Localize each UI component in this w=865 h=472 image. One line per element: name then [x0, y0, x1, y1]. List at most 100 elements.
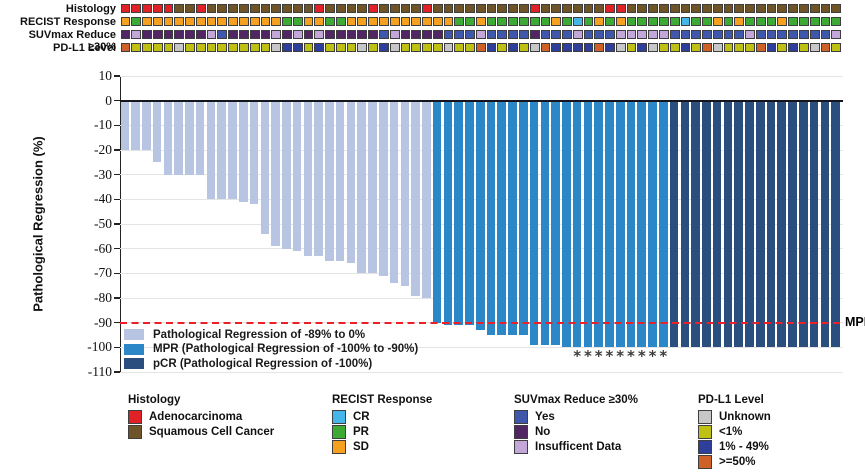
- track-histology-cell: [626, 3, 637, 14]
- legend-group-recist: RECIST Response CR PR SD: [332, 394, 432, 455]
- track-recist-cell: [594, 16, 605, 27]
- waterfall-bar: [432, 100, 442, 323]
- track-histology-cell: [702, 3, 712, 14]
- legend-item: Adenocarcinoma: [128, 410, 274, 425]
- track-suvmax-cell: [702, 29, 712, 40]
- track-recist-cell: [303, 16, 314, 27]
- track-recist-cell: [508, 16, 519, 27]
- waterfall-bar: [615, 100, 625, 348]
- track-histology-cell: [454, 3, 465, 14]
- track-histology-cell: [615, 3, 626, 14]
- track-suvmax-cell: [152, 29, 163, 40]
- track-suvmax-cell: [303, 29, 314, 40]
- track-histology-cell: [562, 3, 572, 14]
- track-suvmax-cell: [562, 29, 572, 40]
- track-histology-cell: [680, 3, 691, 14]
- asterisk-marker: *: [594, 347, 603, 365]
- track-suvmax-cell: [292, 29, 303, 40]
- track-histology-cell: [723, 3, 734, 14]
- waterfall-bar: [486, 100, 496, 336]
- y-tick-label: -110: [87, 364, 112, 380]
- y-axis-tick: [114, 346, 120, 349]
- waterfall-bar: [142, 100, 151, 151]
- track-histology-cell: [131, 3, 142, 14]
- track-pdl1-cell: [799, 42, 809, 53]
- y-axis-tick: [114, 100, 120, 102]
- waterfall-bar: [659, 100, 668, 348]
- track-suvmax-cell: [766, 29, 777, 40]
- track-suvmax-cell: [755, 29, 766, 40]
- waterfall-bar: [691, 100, 700, 348]
- waterfall-bar: [831, 100, 840, 348]
- y-axis-title: Pathological Regression (%): [30, 136, 46, 312]
- waterfall-bar: [583, 100, 593, 348]
- track-pdl1-cell: [206, 42, 217, 53]
- y-tick-label: -80: [94, 290, 112, 306]
- waterfall-bar: [454, 100, 463, 326]
- waterfall-bar: [508, 100, 517, 336]
- waterfall-bar: [475, 100, 485, 331]
- legend-group-suvmax: SUVmax Reduce ≥30% Yes No Insufficent Data: [514, 394, 638, 455]
- track-suvmax-cell: [454, 29, 465, 40]
- waterfall-bar: [314, 100, 323, 257]
- legend-label: No: [535, 426, 551, 439]
- track-label-histology: Histology: [65, 2, 116, 15]
- y-tick-label: -50: [94, 216, 112, 232]
- track-suvmax-cell: [626, 29, 637, 40]
- legend-items: Unknown <1% 1% - 49% >=50%: [698, 410, 771, 469]
- track-pdl1-cell: [669, 42, 680, 53]
- track-histology-cell: [712, 3, 723, 14]
- legend-swatch: [698, 410, 712, 425]
- legend-group-pdl1: PD-L1 Level Unknown <1% 1% - 49% >=50%: [698, 394, 771, 470]
- track-histology-cell: [659, 3, 669, 14]
- legend-label: MPR (Pathological Regression of -100% to…: [153, 343, 419, 356]
- waterfall-bar: [185, 100, 194, 175]
- track-recist-cell: [551, 16, 562, 27]
- legend-swatch: [514, 425, 528, 440]
- track-recist-cell: [228, 16, 238, 27]
- waterfall-bar: [572, 100, 582, 348]
- waterfall-bar: [594, 100, 603, 348]
- track-recist-cell: [432, 16, 443, 27]
- track-pdl1-cell: [508, 42, 519, 53]
- asterisk-marker: *: [605, 347, 614, 365]
- waterfall-bar: [174, 100, 183, 175]
- track-recist-cell: [562, 16, 572, 27]
- track-suvmax-cell: [368, 29, 378, 40]
- track-recist-cell: [282, 16, 292, 27]
- track-suvmax-cell: [335, 29, 346, 40]
- track-histology-cell: [325, 3, 335, 14]
- track-pdl1-cell: [217, 42, 228, 53]
- track-pdl1-cell: [389, 42, 400, 53]
- waterfall-bar: [206, 100, 216, 200]
- asterisk-marker: *: [583, 347, 592, 365]
- track-recist-cell: [766, 16, 777, 27]
- y-tick-label: -60: [94, 240, 112, 256]
- track-recist-cell: [540, 16, 551, 27]
- track-suvmax-cell: [142, 29, 152, 40]
- legend-item: Insufficent Data: [514, 439, 638, 454]
- track-pdl1-cell: [185, 42, 195, 53]
- track-suvmax-cell: [174, 29, 185, 40]
- legend-swatch: [128, 410, 142, 425]
- track-histology-cell: [465, 3, 475, 14]
- track-suvmax-cell: [745, 29, 755, 40]
- y-axis-tick: [114, 174, 120, 176]
- track-recist-cell: [346, 16, 357, 27]
- track-histology-cell: [411, 3, 422, 14]
- waterfall-bar: [292, 100, 302, 252]
- track-suvmax-cell: [163, 29, 174, 40]
- gridline: [120, 75, 843, 77]
- y-tick-label: -70: [94, 265, 112, 281]
- track-recist-cell: [518, 16, 529, 27]
- track-recist-cell: [659, 16, 669, 27]
- y-axis-tick: [114, 124, 120, 127]
- track-pdl1-cell: [637, 42, 648, 53]
- track-suvmax-cell: [615, 29, 626, 40]
- track-suvmax-cell: [260, 29, 271, 40]
- track-suvmax-cell: [529, 29, 540, 40]
- waterfall-bar: [497, 100, 507, 336]
- track-histology-cell: [303, 3, 314, 14]
- legend-swatch: [128, 425, 142, 440]
- track-histology-cell: [185, 3, 195, 14]
